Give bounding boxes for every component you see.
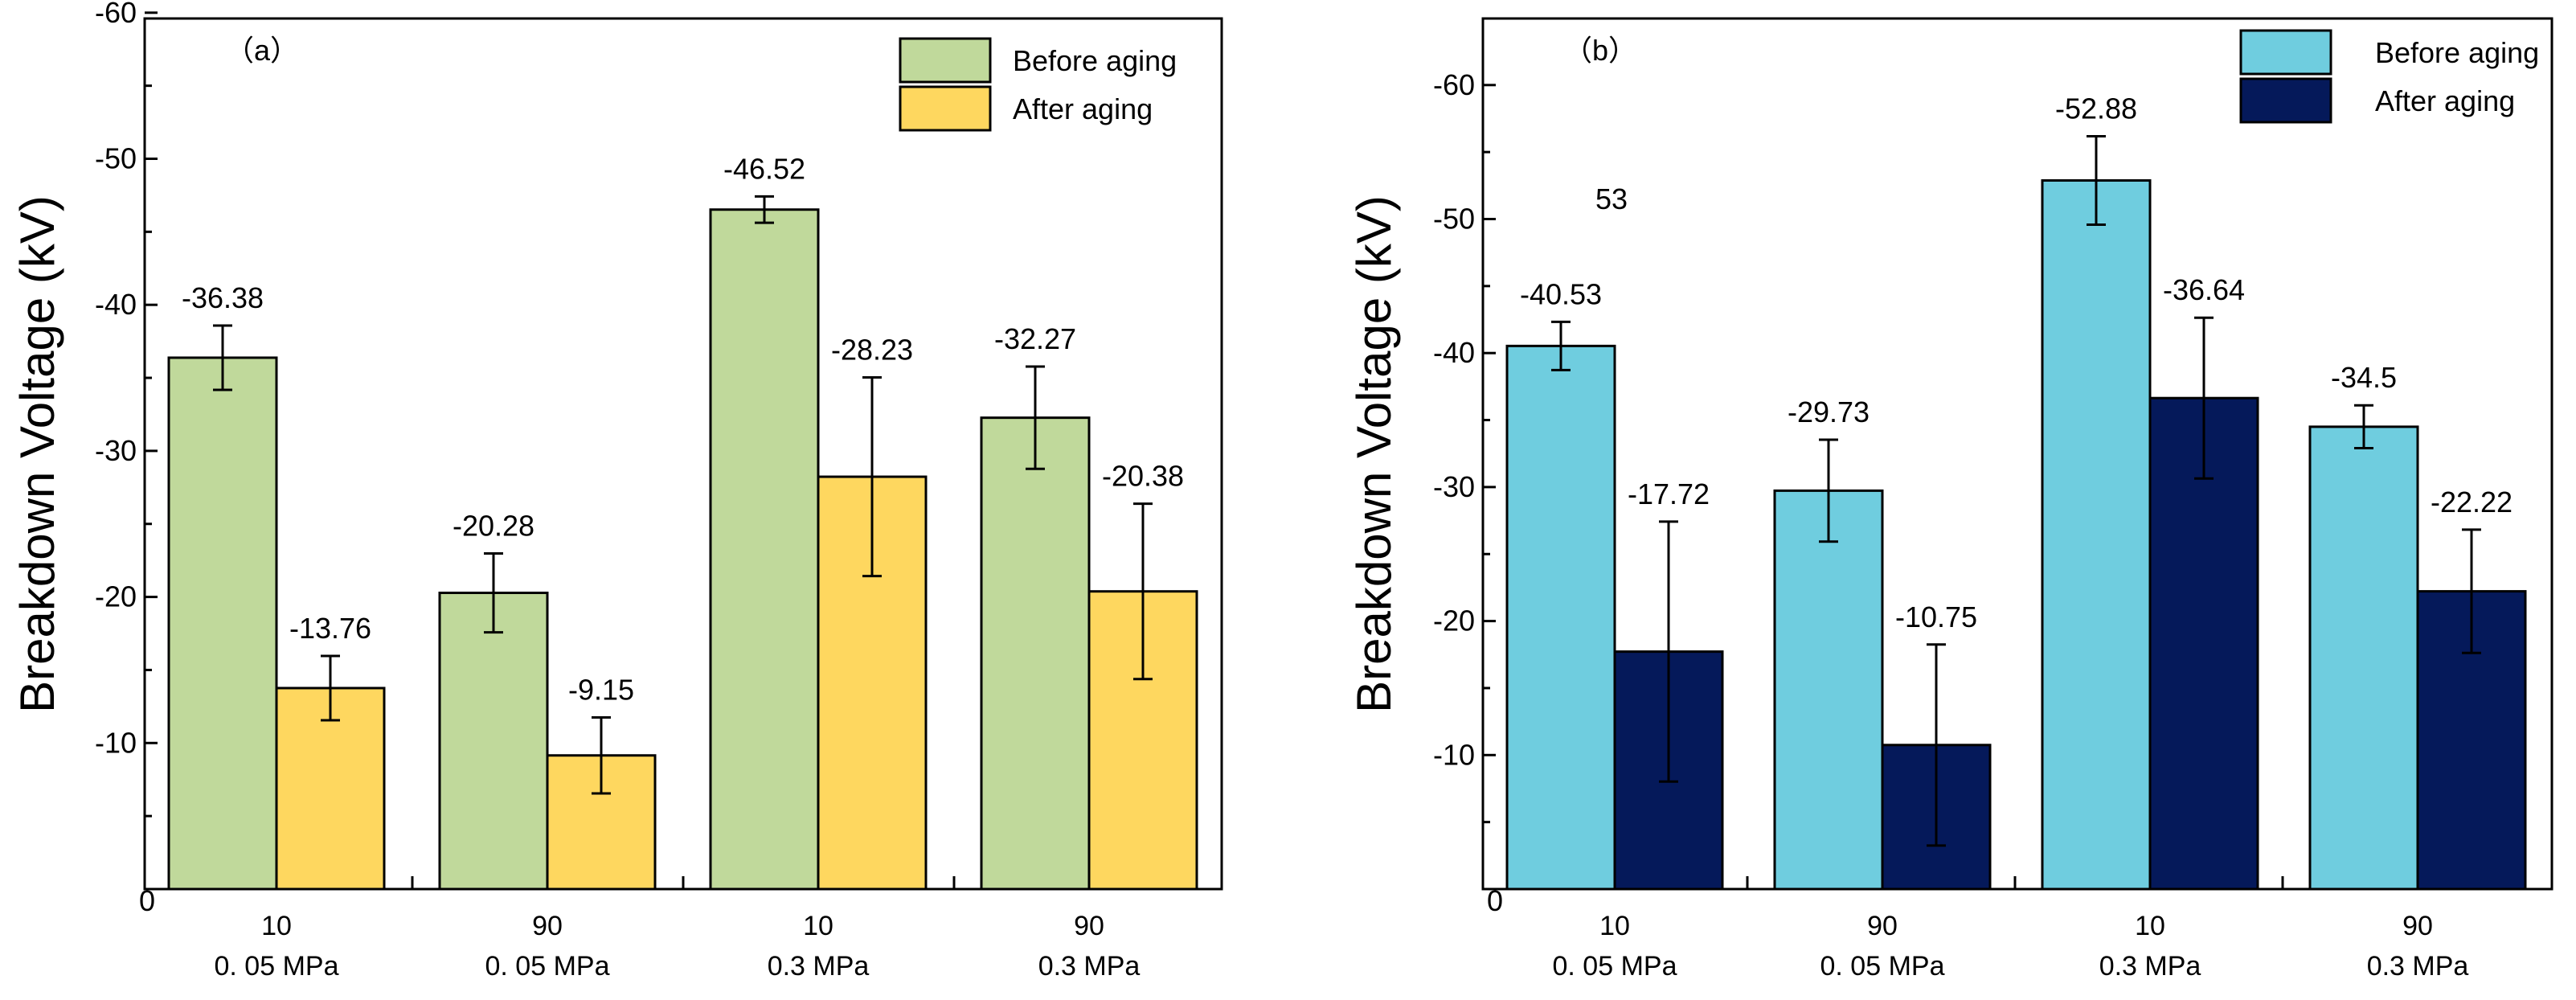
panel-b-bar	[2308, 425, 2419, 891]
panel-b-data-label: -22.22	[2431, 486, 2513, 518]
panel-b-data-label: -40.53	[1520, 277, 1602, 310]
panel-a-data-label: -32.27	[994, 322, 1076, 355]
panel-a-y-tick-label: -20	[95, 580, 137, 613]
panel-a-category-sublabel: 0.3 MPa	[1038, 951, 1141, 982]
panel-a-category-label: 90	[1074, 911, 1104, 941]
panel-b-category-sublabel: 0.3 MPa	[2367, 951, 2469, 982]
panel-a-category-label: 10	[261, 911, 292, 941]
panel-a-data-label: -46.52	[723, 152, 805, 185]
panel-a-data-label: -20.38	[1102, 460, 1184, 493]
panel-a-data-label: -20.28	[453, 509, 534, 542]
panel-a-category-sublabel: 0.3 MPa	[768, 951, 870, 982]
panel-a-category-sublabel: 0. 05 MPa	[215, 951, 339, 982]
panel-a-category-label: 90	[532, 911, 563, 941]
panel-b-bar	[2041, 178, 2152, 891]
panel-a-data-label: -28.23	[831, 334, 913, 367]
panel-b-data-label: -34.5	[2331, 361, 2397, 394]
panel-a-bar	[438, 592, 549, 891]
panel-b-y-tick-label: -60	[1433, 68, 1475, 101]
panel-a-data-label: -36.38	[182, 281, 264, 314]
panel-b-legend-swatch	[2239, 77, 2332, 124]
panel-a-data-label: -9.15	[568, 674, 634, 707]
panel-a-legend-label: After aging	[1013, 92, 1153, 125]
panel-a-y-tick-label: -50	[95, 142, 137, 175]
panel-b-y-tick-label: -20	[1433, 605, 1475, 637]
panel-b-category-label: 90	[2402, 911, 2433, 941]
panel-b-data-label: -29.73	[1788, 395, 1870, 428]
panel-b-category-sublabel: 0. 05 MPa	[1553, 951, 1677, 982]
panel-b-label: （b）	[1563, 34, 1637, 67]
panel-b-data-label: -17.72	[1628, 477, 1710, 510]
panel-b-annotation: 53	[1595, 182, 1628, 215]
panel-a-category-sublabel: 0. 05 MPa	[485, 951, 610, 982]
panel-b-data-label: -10.75	[1895, 600, 1977, 633]
panel-b-y-tick-label: -30	[1433, 470, 1475, 503]
panel-a-origin-label: 0	[139, 884, 155, 917]
panel-b-data-label: -36.64	[2163, 273, 2245, 306]
panel-b-legend-label: Before aging	[2375, 36, 2539, 69]
panel-a-category-label: 10	[803, 911, 833, 941]
panel-a-y-tick-label: -30	[95, 434, 137, 467]
panel-b-category-label: 10	[1599, 911, 1630, 941]
panel-b-legend-swatch	[2239, 29, 2332, 76]
panel-a-y-tick-label: -10	[95, 726, 137, 759]
panel-b-bar	[1505, 344, 1616, 891]
panel-a-legend-swatch	[899, 85, 992, 132]
panel-a-bar	[709, 208, 820, 891]
panel-b-plot-frame	[1481, 17, 2553, 891]
panel-a-legend-label: Before aging	[1013, 44, 1177, 77]
panel-b-category-label: 10	[2135, 911, 2165, 941]
panel-b-origin-label: 0	[1487, 884, 1503, 917]
panel-b-y-tick-label: -40	[1433, 336, 1475, 369]
panel-a-y-tick-label: -60	[95, 0, 137, 29]
panel-a-bar	[167, 356, 278, 891]
panel-a-bar	[275, 686, 386, 891]
panel-b-data-label: -52.88	[2055, 92, 2137, 125]
panel-a-y-tick-label: -40	[95, 288, 137, 321]
panel-b-category-sublabel: 0.3 MPa	[2099, 951, 2201, 982]
panel-b-bar	[1773, 489, 1884, 891]
panel-a-label: （a）	[225, 34, 299, 67]
panel-b-y-tick-label: -10	[1433, 738, 1475, 771]
panel-b-chart: （b） Breakdown Voltage (kV) 0 53 -10 -20 -3…	[1347, 17, 2553, 982]
panel-b-bar	[2148, 396, 2259, 891]
panel-b-category-label: 90	[1867, 911, 1898, 941]
panel-a-data-label: -13.76	[289, 612, 371, 645]
panel-b-y-axis-title: Breakdown Voltage (kV)	[1347, 195, 1401, 713]
panel-a-chart: （a） Breakdown Voltage (kV) 0 -10 -20 -30 -4…	[10, 0, 1223, 982]
panel-a-y-axis-title: Breakdown Voltage (kV)	[10, 195, 64, 713]
panel-a-bar	[980, 416, 1091, 891]
panel-b-legend-label: After aging	[2375, 84, 2515, 117]
panel-b-y-tick-label: -50	[1433, 203, 1475, 236]
panel-a-legend-swatch	[899, 37, 992, 84]
panel-b-category-sublabel: 0. 05 MPa	[1820, 951, 1945, 982]
